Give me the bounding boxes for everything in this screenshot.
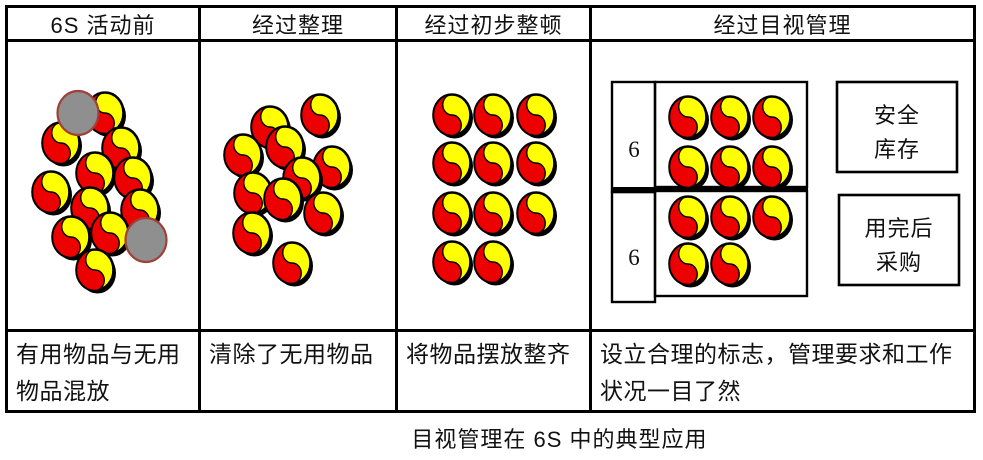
item-ball-icon bbox=[223, 133, 264, 179]
visual-management-figure: 6 6 安全 库存 用完后 采购 bbox=[610, 80, 961, 304]
item-ball-icon bbox=[473, 191, 514, 237]
item-ball-icon bbox=[668, 195, 709, 241]
item-ball-icon bbox=[710, 145, 751, 191]
item-ball-icon bbox=[710, 195, 751, 241]
item-ball-icon bbox=[752, 145, 793, 191]
shelf-quantity-label-top: 6 bbox=[628, 137, 640, 162]
item-ball-icon bbox=[432, 240, 473, 286]
description-after-visual-management: 设立合理的标志，管理要求和工作状况一目了然 bbox=[600, 341, 953, 404]
header-after-sorting: 经过整理 bbox=[201, 8, 398, 42]
repurchase-sign-line1: 用完后 bbox=[864, 216, 933, 241]
header-after-preliminary-arrangement: 经过初步整顿 bbox=[398, 8, 592, 42]
item-ball-icon bbox=[432, 191, 473, 237]
item-ball-icon bbox=[272, 241, 313, 287]
item-ball-icon bbox=[668, 242, 709, 288]
grid-items-figure bbox=[432, 93, 557, 286]
safety-stock-sign-line2: 库存 bbox=[874, 137, 920, 162]
item-ball-icon bbox=[473, 141, 514, 187]
unused-items-layer bbox=[56, 89, 168, 264]
figure-cell-before-6s bbox=[8, 42, 201, 332]
description-after-preliminary-arrangement: 将物品摆放整齐 bbox=[398, 332, 592, 410]
item-ball-icon bbox=[31, 170, 72, 216]
item-ball-icon bbox=[473, 240, 514, 286]
item-ball-icon bbox=[303, 191, 344, 237]
shelf-items-top bbox=[668, 95, 793, 191]
sorted-items-figure bbox=[223, 93, 353, 287]
6s-comparison-table: 6S 活动前 经过整理 经过初步整顿 经过目视管理 6 6 bbox=[5, 5, 976, 413]
item-ball-icon bbox=[432, 141, 473, 187]
item-ball-icon bbox=[263, 177, 304, 223]
item-ball-icon bbox=[232, 211, 273, 257]
unused-item-icon bbox=[124, 216, 168, 264]
useful-items-layer bbox=[432, 93, 557, 286]
item-ball-icon bbox=[90, 211, 131, 257]
item-ball-icon bbox=[710, 242, 751, 288]
figure-cell-visual-management: 6 6 安全 库存 用完后 采购 bbox=[592, 42, 973, 332]
safety-stock-sign bbox=[835, 80, 959, 174]
shelf-items-bottom bbox=[668, 195, 793, 288]
item-ball-icon bbox=[752, 95, 793, 141]
scattered-mixed-items-figure bbox=[31, 89, 168, 294]
repurchase-sign bbox=[837, 193, 961, 287]
item-ball-icon bbox=[75, 248, 116, 294]
header-after-visual-management: 经过目视管理 bbox=[592, 8, 973, 42]
description-after-sorting: 清除了无用物品 bbox=[201, 332, 398, 410]
item-ball-icon bbox=[432, 93, 473, 139]
unused-item-icon bbox=[56, 89, 100, 137]
useful-items-layer bbox=[223, 93, 353, 287]
figure-caption: 目视管理在 6S 中的典型应用 bbox=[411, 427, 708, 452]
figure-cell-after-sorting bbox=[201, 42, 398, 332]
description-before-6s: 有用物品与无用物品混放 bbox=[8, 332, 201, 410]
repurchase-sign-line2: 采购 bbox=[876, 250, 922, 275]
item-ball-icon bbox=[516, 93, 557, 139]
item-ball-icon bbox=[752, 195, 793, 241]
shelf-quantity-label-bottom: 6 bbox=[628, 245, 640, 270]
item-ball-icon bbox=[300, 93, 341, 139]
item-ball-icon bbox=[75, 151, 116, 197]
item-ball-icon bbox=[473, 93, 514, 139]
figure-cell-after-preliminary-arrangement bbox=[398, 42, 592, 332]
item-ball-icon bbox=[668, 145, 709, 191]
item-ball-icon bbox=[668, 95, 709, 141]
item-ball-icon bbox=[516, 191, 557, 237]
item-ball-icon bbox=[516, 141, 557, 187]
item-ball-icon bbox=[51, 215, 92, 261]
header-before-6s: 6S 活动前 bbox=[8, 8, 201, 42]
figure-caption-row: 目视管理在 6S 中的典型应用 bbox=[0, 422, 983, 454]
item-ball-icon bbox=[710, 95, 751, 141]
safety-stock-sign-line1: 安全 bbox=[874, 103, 920, 128]
